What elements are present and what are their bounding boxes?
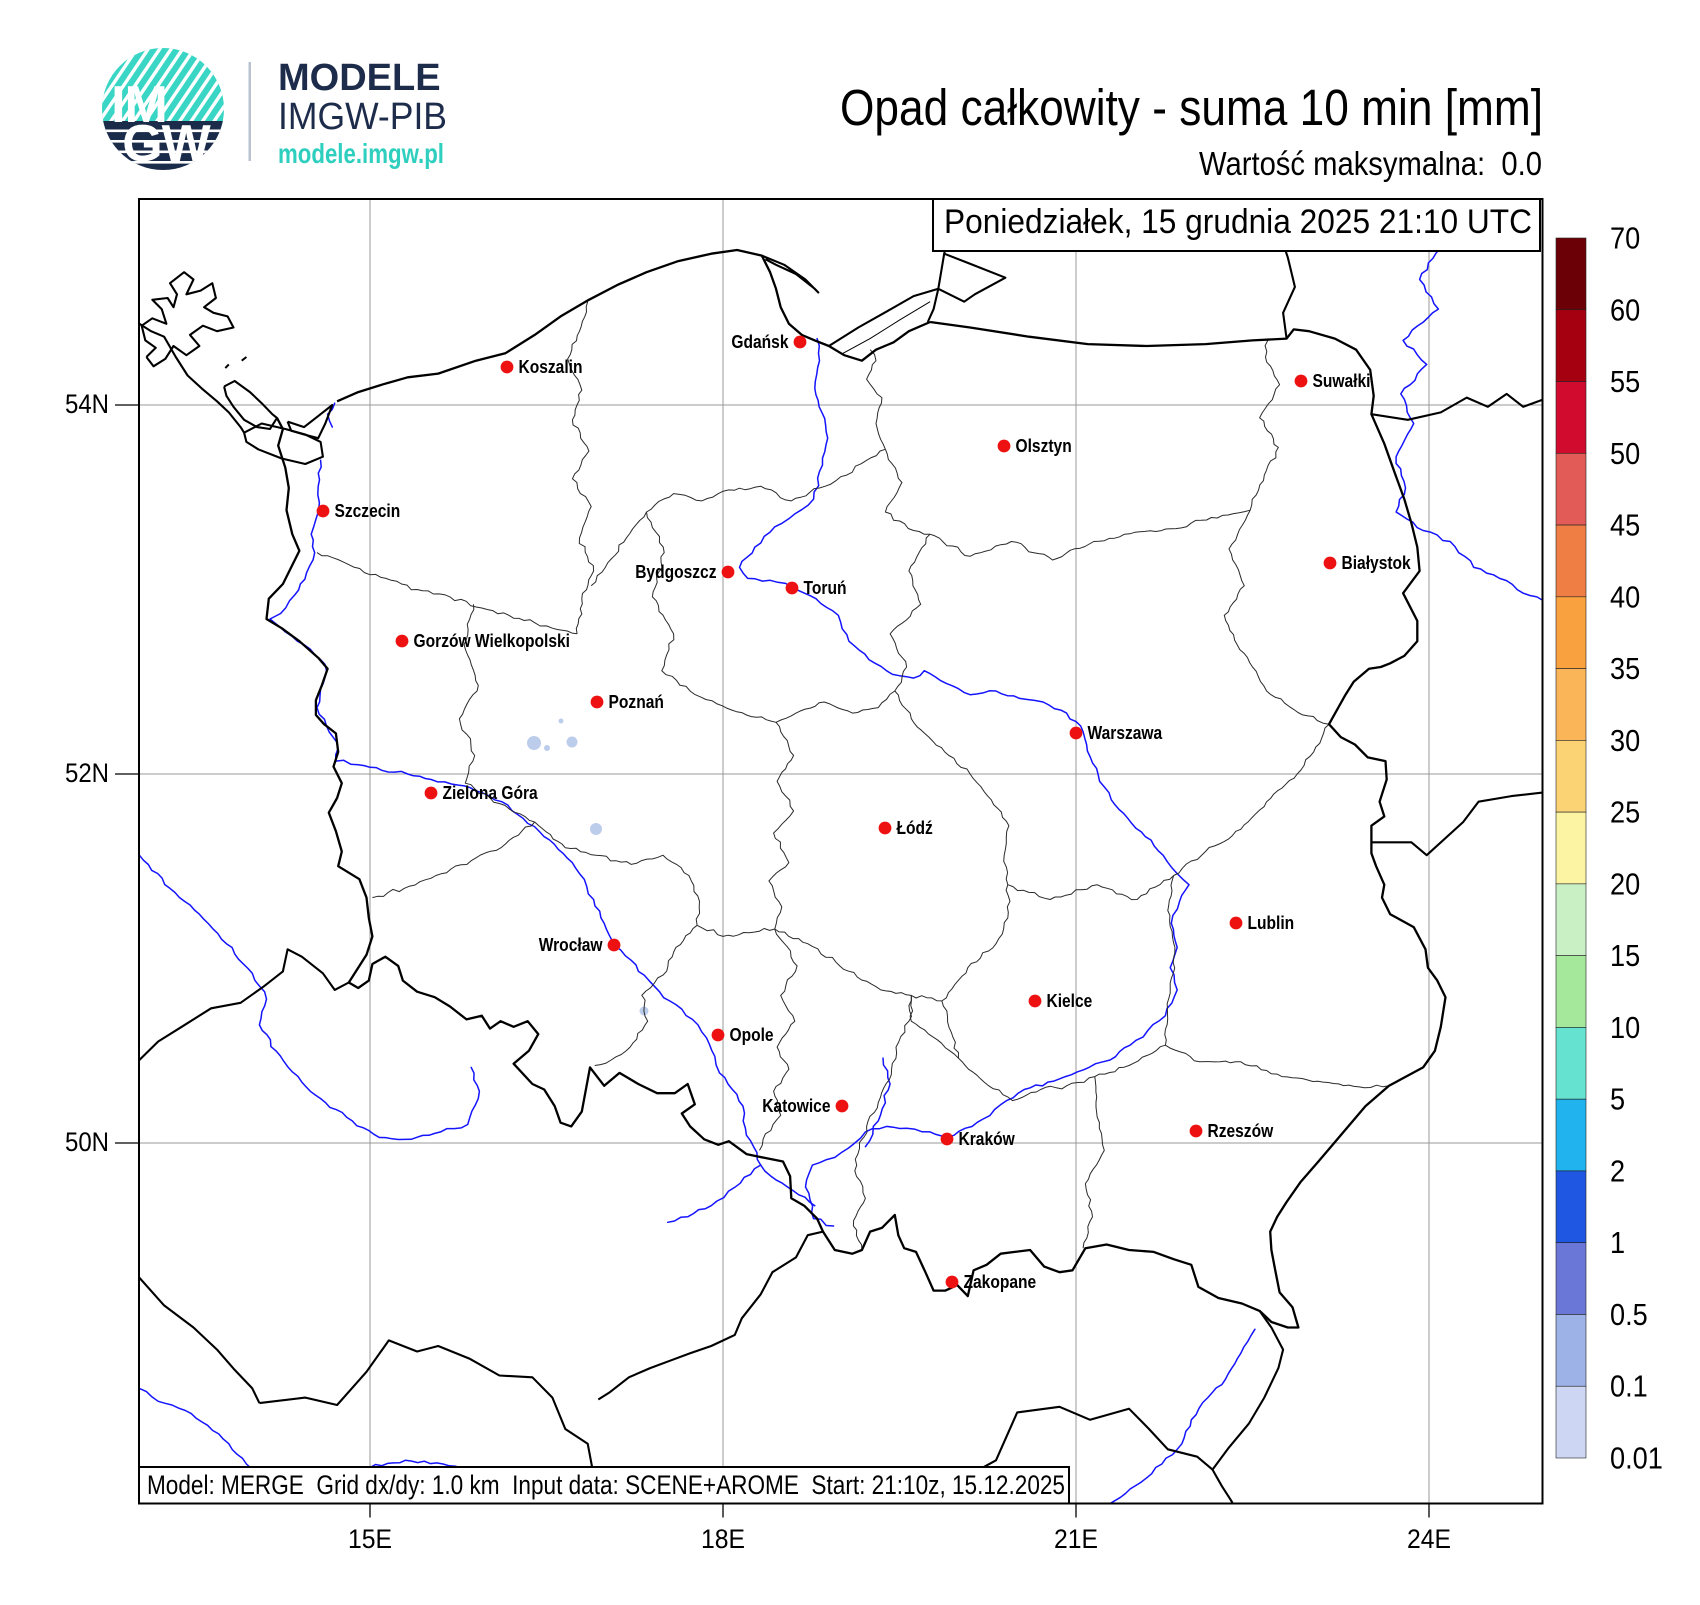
svg-text:24E: 24E [1407, 1524, 1451, 1554]
svg-text:10: 10 [1610, 1011, 1640, 1045]
svg-text:GW: GW [122, 115, 211, 173]
svg-text:Poniedziałek, 15 grudnia 2025: Poniedziałek, 15 grudnia 2025 21:10 UTC [944, 203, 1532, 241]
svg-text:Kielce: Kielce [1047, 991, 1093, 1011]
svg-text:54N: 54N [65, 389, 109, 419]
svg-text:0.1: 0.1 [1610, 1370, 1648, 1404]
svg-text:Wrocław: Wrocław [539, 935, 604, 955]
svg-text:25: 25 [1610, 796, 1640, 830]
svg-text:Model: MERGE Grid dx/dy: 1.0: Model: MERGE Grid dx/dy: 1.0 km Input da… [147, 1470, 1065, 1500]
svg-text:Toruń: Toruń [804, 578, 847, 598]
svg-text:50N: 50N [65, 1127, 109, 1157]
svg-text:Kraków: Kraków [959, 1129, 1016, 1149]
svg-text:Rzeszów: Rzeszów [1208, 1121, 1275, 1141]
svg-text:0.5: 0.5 [1610, 1298, 1648, 1332]
svg-text:Katowice: Katowice [762, 1096, 830, 1116]
svg-text:Gorzów Wielkopolski: Gorzów Wielkopolski [414, 631, 571, 651]
svg-text:5: 5 [1610, 1083, 1625, 1117]
svg-text:Zielona Góra: Zielona Góra [443, 783, 539, 803]
svg-text:Opole: Opole [730, 1025, 774, 1045]
svg-text:1: 1 [1610, 1226, 1625, 1260]
svg-text:50: 50 [1610, 437, 1640, 471]
svg-text:Wartość maksymalna: 0.0: Wartość maksymalna: 0.0 [1199, 145, 1542, 182]
svg-text:0.01: 0.01 [1610, 1442, 1663, 1476]
svg-text:Koszalin: Koszalin [519, 357, 583, 377]
svg-text:Szczecin: Szczecin [335, 501, 401, 521]
svg-text:30: 30 [1610, 724, 1640, 758]
svg-text:18E: 18E [701, 1524, 745, 1554]
svg-text:Bydgoszcz: Bydgoszcz [635, 562, 716, 582]
svg-text:Zakopane: Zakopane [964, 1272, 1037, 1292]
svg-text:45: 45 [1610, 509, 1640, 543]
svg-text:52N: 52N [65, 758, 109, 788]
svg-text:20: 20 [1610, 867, 1640, 901]
svg-text:Łódź: Łódź [897, 818, 933, 838]
svg-text:Suwałki: Suwałki [1313, 371, 1371, 391]
svg-text:Opad całkowity - suma 10 min [: Opad całkowity - suma 10 min [mm] [840, 79, 1543, 136]
svg-text:35: 35 [1610, 652, 1640, 686]
svg-text:IM: IM [111, 76, 167, 134]
svg-text:Lublin: Lublin [1248, 913, 1295, 933]
svg-text:modele.imgw.pl: modele.imgw.pl [278, 138, 444, 169]
svg-text:Warszawa: Warszawa [1088, 723, 1164, 743]
svg-text:15: 15 [1610, 939, 1640, 973]
svg-text:2: 2 [1610, 1154, 1625, 1188]
svg-text:Poznań: Poznań [609, 692, 664, 712]
svg-text:60: 60 [1610, 293, 1640, 327]
svg-text:MODELE: MODELE [278, 57, 441, 99]
svg-text:Białystok: Białystok [1342, 553, 1412, 573]
svg-text:15E: 15E [348, 1524, 392, 1554]
svg-text:70: 70 [1610, 222, 1640, 256]
svg-text:40: 40 [1610, 580, 1640, 614]
svg-text:Gdańsk: Gdańsk [731, 332, 789, 352]
svg-text:55: 55 [1610, 365, 1640, 399]
svg-text:21E: 21E [1054, 1524, 1098, 1554]
svg-text:Olsztyn: Olsztyn [1016, 436, 1072, 456]
svg-text:IMGW-PIB: IMGW-PIB [278, 96, 447, 138]
